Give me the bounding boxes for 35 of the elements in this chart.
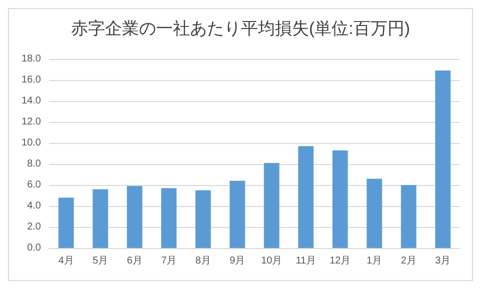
bar bbox=[195, 190, 211, 248]
bar bbox=[366, 178, 382, 248]
x-tick-label: 11月 bbox=[296, 256, 316, 266]
x-tick-label: 5月 bbox=[92, 256, 108, 266]
x-tick-label: 1月 bbox=[366, 256, 382, 266]
y-tick-label: 8.0 bbox=[27, 158, 42, 170]
x-tick-label: 2月 bbox=[400, 256, 416, 266]
bar bbox=[264, 162, 280, 248]
bar bbox=[298, 146, 314, 248]
y-tick-label: 16.0 bbox=[22, 74, 42, 86]
bar bbox=[58, 198, 74, 248]
x-tick-label: 3月 bbox=[435, 256, 451, 266]
x-tick-label: 8月 bbox=[195, 256, 211, 266]
bar bbox=[332, 150, 348, 248]
x-tick-label: 10月 bbox=[261, 256, 282, 266]
chart-title: 赤字企業の一社あたり平均損失(単位:百万円) bbox=[70, 19, 410, 38]
bar bbox=[92, 189, 108, 248]
y-tick-label: 12.0 bbox=[22, 116, 42, 128]
bar bbox=[435, 70, 451, 248]
x-tick-label: 6月 bbox=[126, 256, 142, 266]
y-tick-label: 2.0 bbox=[27, 222, 42, 232]
y-tick-label: 6.0 bbox=[27, 180, 42, 190]
y-tick-label: 4.0 bbox=[27, 200, 42, 212]
x-tick-label: 4月 bbox=[58, 256, 74, 266]
x-tick-label: 9月 bbox=[230, 256, 246, 266]
bar bbox=[400, 185, 416, 248]
y-tick-label: 0.0 bbox=[27, 242, 42, 254]
y-tick-label: 18.0 bbox=[22, 54, 42, 64]
x-tick-label: 12月 bbox=[330, 256, 351, 266]
bar bbox=[126, 186, 142, 248]
bar bbox=[161, 188, 177, 248]
y-tick-label: 14.0 bbox=[22, 96, 42, 106]
x-tick-label: 7月 bbox=[161, 256, 177, 266]
bar bbox=[230, 180, 246, 248]
y-tick-label: 10.0 bbox=[22, 138, 42, 148]
